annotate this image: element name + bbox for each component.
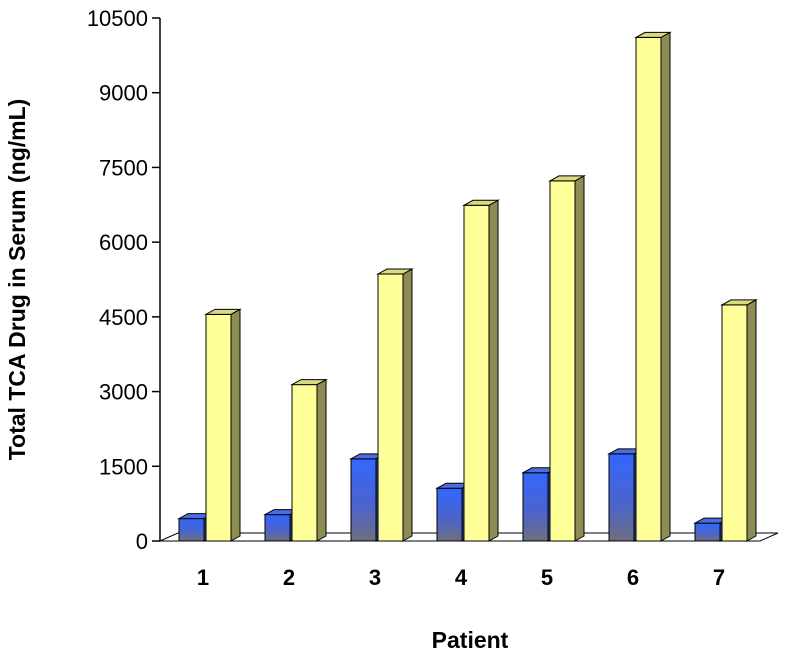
y-tick-label: 7500 [99, 155, 148, 180]
bar-series1-patient-3-front [350, 458, 377, 542]
y-tick-label: 1500 [99, 454, 148, 479]
bar-series2-patient-5 [548, 175, 586, 542]
x-tick-label: 4 [455, 565, 468, 590]
bar-series2-patient-5-top [548, 175, 586, 182]
x-tick-label: 5 [541, 565, 553, 590]
y-axis-title: Total TCA Drug in Serum (ng/mL) [4, 99, 30, 461]
bar-series2-patient-3 [376, 268, 414, 542]
x-tick-label: 3 [369, 565, 381, 590]
bar-series2-patient-5-front [549, 180, 576, 542]
bar-series1-patient-6-front [608, 453, 635, 542]
bar-series2-patient-6-side [660, 31, 671, 542]
bar-series2-patient-1-top [204, 308, 242, 315]
bar-series2-patient-1-front [205, 313, 232, 542]
x-tick-label: 7 [713, 565, 725, 590]
bar-series2-patient-2 [290, 378, 328, 542]
bar-series2-patient-4-top [462, 199, 500, 206]
y-tick-label: 4500 [99, 305, 148, 330]
bar-series2-patient-7-front [721, 304, 748, 542]
bar-series2-patient-3-side [402, 268, 413, 542]
bar-series2-patient-1 [204, 308, 242, 542]
bar-series2-patient-7 [720, 299, 758, 542]
x-tick-label: 1 [197, 565, 209, 590]
x-tick-label: 2 [283, 565, 295, 590]
bar-series2-patient-3-top [376, 268, 414, 275]
bar-series2-patient-6 [634, 31, 672, 542]
bar-series2-patient-4 [462, 199, 500, 542]
y-tick-label: 0 [136, 529, 148, 554]
bar-series2-patient-5-side [574, 175, 585, 542]
bar-series1-patient-1-front [178, 518, 205, 542]
bar-series2-patient-6-front [635, 36, 662, 542]
bar-series2-patient-2-front [291, 384, 318, 542]
bar-series1-patient-2-front [264, 514, 291, 542]
bar-series2-patient-1-side [230, 308, 241, 542]
y-tick-label: 3000 [99, 380, 148, 405]
x-tick-label: 6 [627, 565, 639, 590]
bar-series2-patient-3-front [377, 273, 404, 542]
bar-series2-patient-2-top [290, 379, 328, 386]
bar-series1-patient-1 [177, 512, 215, 542]
bar-series2-patient-7-top [720, 299, 758, 306]
y-tick-label: 6000 [99, 230, 148, 255]
y-tick-label: 9000 [99, 81, 148, 106]
x-axis-title: Patient [432, 627, 509, 653]
bar-series1-patient-4-front [436, 487, 463, 542]
y-tick-label: 10500 [87, 6, 148, 31]
bar-series2-patient-7-side [746, 299, 757, 542]
bar-series2-patient-6-top [634, 31, 672, 38]
bar-series1-patient-7-front [694, 522, 721, 542]
bar-series2-patient-4-front [463, 204, 490, 542]
bar-series2-patient-4-side [488, 199, 499, 542]
bar-series2-patient-2-side [316, 378, 327, 542]
bar-series1-patient-5-front [522, 472, 549, 542]
